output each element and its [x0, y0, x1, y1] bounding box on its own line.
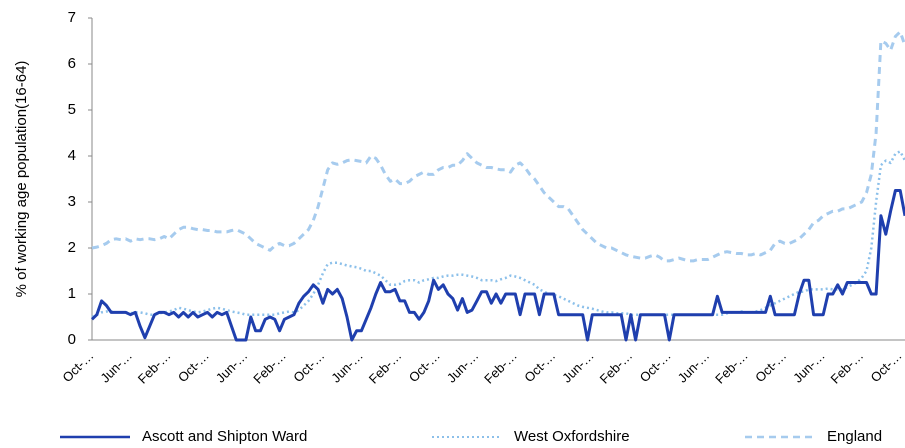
- x-tick-label: Jun-…: [444, 348, 482, 386]
- x-tick-label: Feb-…: [366, 348, 405, 387]
- y-axis-label: % of working age population(16-64): [13, 61, 30, 298]
- legend-label: West Oxfordshire: [514, 428, 630, 445]
- x-tick-label: Feb-…: [597, 348, 636, 387]
- series-line: [90, 189, 905, 342]
- x-tick-label: Jun-…: [790, 348, 828, 386]
- y-tick-label: 4: [68, 147, 76, 164]
- x-tick-label: Oct-…: [175, 348, 212, 385]
- x-tick-label: Oct-…: [868, 348, 905, 385]
- x-tick-label: Oct-…: [521, 348, 558, 385]
- y-tick-label: 2: [68, 239, 76, 256]
- x-tick-label: Oct-…: [290, 348, 327, 385]
- x-tick-label: Feb-…: [481, 348, 520, 387]
- x-tick-label: Jun-…: [559, 348, 597, 386]
- series-line: [91, 150, 905, 319]
- x-tick-label: Feb-…: [250, 348, 289, 387]
- x-tick-label: Oct-…: [59, 348, 96, 385]
- x-tick-label: Jun-…: [675, 348, 713, 386]
- x-tick-label: Feb-…: [135, 348, 174, 387]
- y-tick-label: 7: [68, 9, 76, 26]
- x-tick-label: Feb-…: [712, 348, 751, 387]
- y-tick-label: 1: [68, 285, 76, 302]
- legend-label: Ascott and Shipton Ward: [142, 428, 307, 445]
- y-tick-label: 6: [68, 55, 76, 72]
- series-line: [91, 30, 905, 263]
- x-tick-label: Oct-…: [637, 348, 674, 385]
- y-tick-label: 3: [68, 193, 76, 210]
- x-tick-label: Jun-…: [97, 348, 135, 386]
- x-tick-label: Oct-…: [406, 348, 443, 385]
- x-tick-label: Oct-…: [752, 348, 789, 385]
- y-tick-label: 5: [68, 101, 76, 118]
- y-tick-label: 0: [68, 331, 76, 348]
- legend-label: England: [827, 428, 882, 445]
- x-tick-label: Feb-…: [828, 348, 867, 387]
- x-tick-label: Jun-…: [213, 348, 251, 386]
- x-tick-label: Jun-…: [328, 348, 366, 386]
